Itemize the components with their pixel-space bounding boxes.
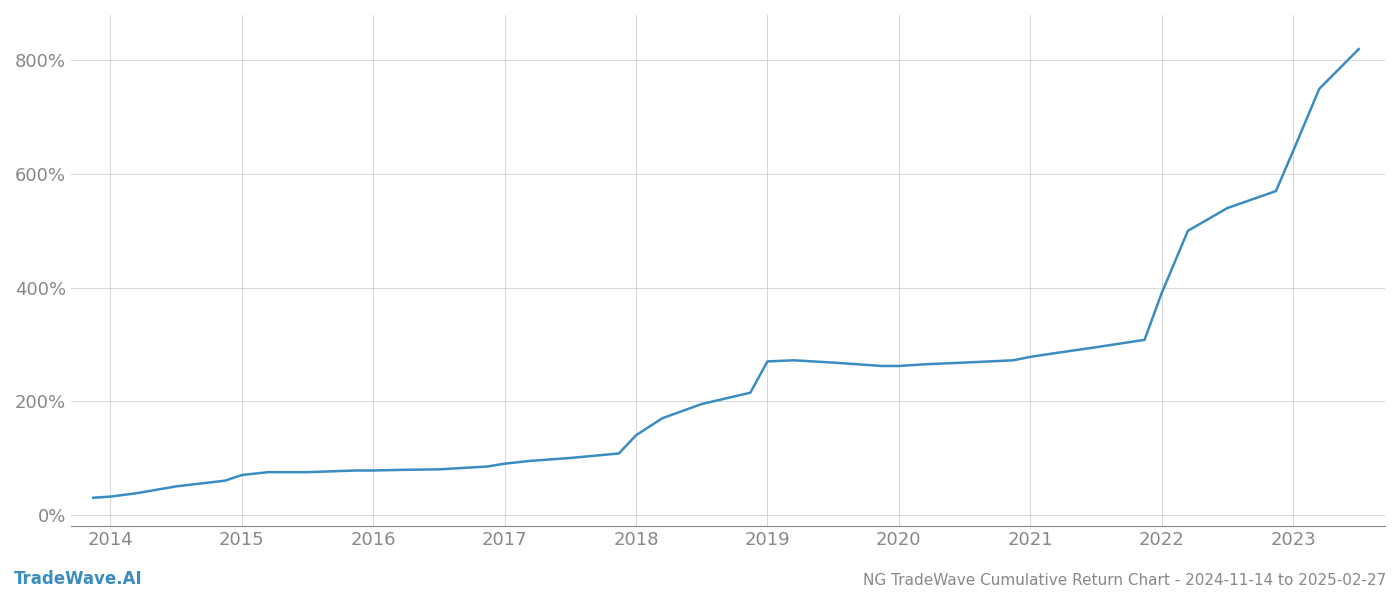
Text: TradeWave.AI: TradeWave.AI bbox=[14, 570, 143, 588]
Text: NG TradeWave Cumulative Return Chart - 2024-11-14 to 2025-02-27: NG TradeWave Cumulative Return Chart - 2… bbox=[862, 573, 1386, 588]
